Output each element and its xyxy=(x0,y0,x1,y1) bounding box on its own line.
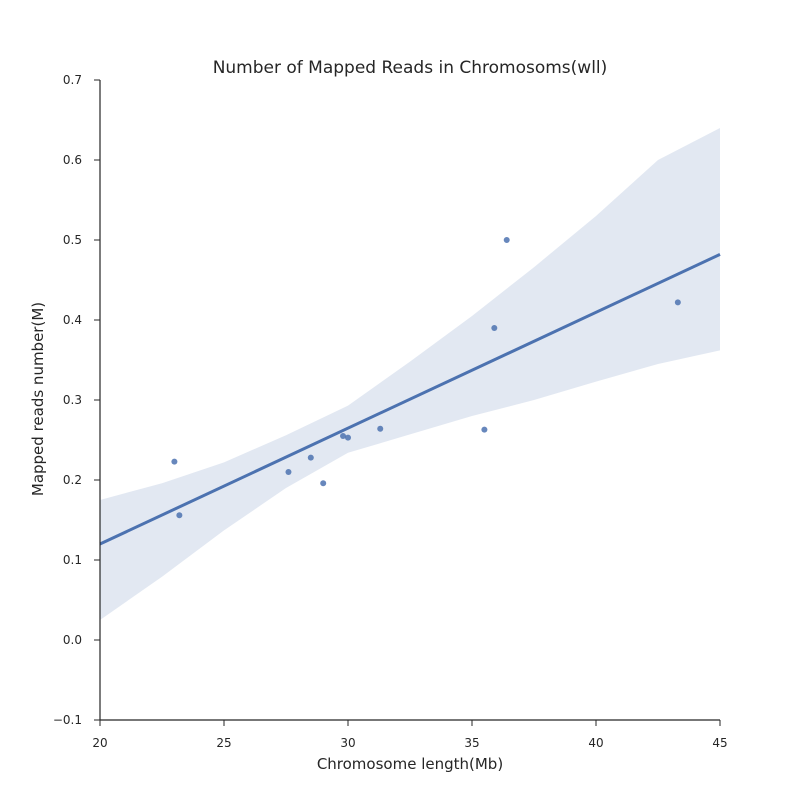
regression-line xyxy=(99,253,721,546)
x-axis: 20 25 30 35 40 45 xyxy=(92,719,728,750)
chart-title: Number of Mapped Reads in Chromosoms(wll… xyxy=(213,58,608,78)
y-tick-label: 0.2 xyxy=(63,473,82,487)
y-tick-label: 0.0 xyxy=(63,633,82,647)
data-point xyxy=(345,434,351,441)
x-tick-label: 25 xyxy=(216,736,231,750)
scatter-points xyxy=(171,237,681,519)
x-tick-label: 40 xyxy=(588,736,603,750)
data-point xyxy=(481,426,488,433)
data-point xyxy=(307,454,314,461)
confidence-band xyxy=(100,128,720,620)
data-point xyxy=(176,512,183,519)
y-tick-label: −0.1 xyxy=(53,713,82,727)
y-tick-label: 0.5 xyxy=(63,233,82,247)
x-tick-label: 30 xyxy=(340,736,355,750)
data-point xyxy=(285,469,292,475)
data-point xyxy=(491,325,498,331)
plot-area xyxy=(99,128,721,620)
data-point xyxy=(377,425,384,432)
y-axis: −0.1 0.0 0.1 0.2 0.3 0.4 0.5 0.6 0.7 xyxy=(53,73,101,727)
data-point xyxy=(171,458,178,465)
x-tick-label: 20 xyxy=(92,736,107,750)
x-axis-label: Chromosome length(Mb) xyxy=(317,755,503,773)
data-point xyxy=(340,433,347,439)
data-point xyxy=(503,237,510,243)
y-tick-label: 0.6 xyxy=(63,153,82,167)
y-tick-label: 0.1 xyxy=(63,553,82,567)
y-tick-label: 0.3 xyxy=(63,393,82,407)
x-tick-label: 45 xyxy=(712,736,727,750)
data-point xyxy=(674,299,681,306)
x-tick-label: 35 xyxy=(464,736,479,750)
y-tick-label: 0.4 xyxy=(63,313,82,327)
y-ticks: −0.1 0.0 0.1 0.2 0.3 0.4 0.5 0.6 0.7 xyxy=(53,73,100,727)
y-axis-label: Mapped reads number(M) xyxy=(29,302,47,496)
x-ticks: 20 25 30 35 40 45 xyxy=(92,720,728,750)
data-point xyxy=(320,480,327,487)
y-tick-label: 0.7 xyxy=(63,73,82,87)
